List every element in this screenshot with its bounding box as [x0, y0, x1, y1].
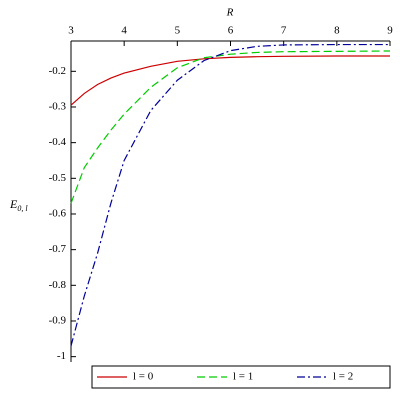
y-axis-label-main: E [9, 197, 18, 211]
y-axis-label-sub: 0, l [17, 204, 28, 213]
legend-label: l = 2 [333, 371, 353, 383]
y-tick-label: -1 [57, 350, 66, 362]
x-axis-label: R [226, 7, 234, 19]
x-tick-label: 7 [281, 25, 287, 37]
y-tick-label: -0.4 [49, 136, 67, 148]
series-line [70, 43, 390, 347]
y-axis-label: E0, l [9, 197, 28, 213]
series-line [70, 55, 390, 106]
y-tick-label: -0.5 [49, 172, 67, 184]
y-tick-label: -0.3 [49, 101, 67, 113]
series-line [70, 50, 391, 204]
x-tick-label: 4 [121, 25, 127, 37]
x-tick-label: 5 [175, 25, 181, 37]
y-tick-label: -0.2 [49, 65, 66, 77]
y-tick-label: -0.6 [49, 208, 67, 220]
x-tick-label: 8 [334, 25, 340, 37]
legend-label: l = 1 [233, 371, 253, 383]
x-tick-label: 3 [68, 25, 74, 37]
x-tick-label: 6 [228, 25, 234, 37]
legend-box [91, 365, 391, 389]
y-tick-label: -0.9 [49, 315, 67, 327]
x-tick-label: 9 [387, 25, 393, 37]
legend-label: l = 0 [133, 371, 154, 383]
y-tick-label: -0.7 [49, 243, 67, 255]
y-tick-label: -0.8 [49, 279, 67, 291]
